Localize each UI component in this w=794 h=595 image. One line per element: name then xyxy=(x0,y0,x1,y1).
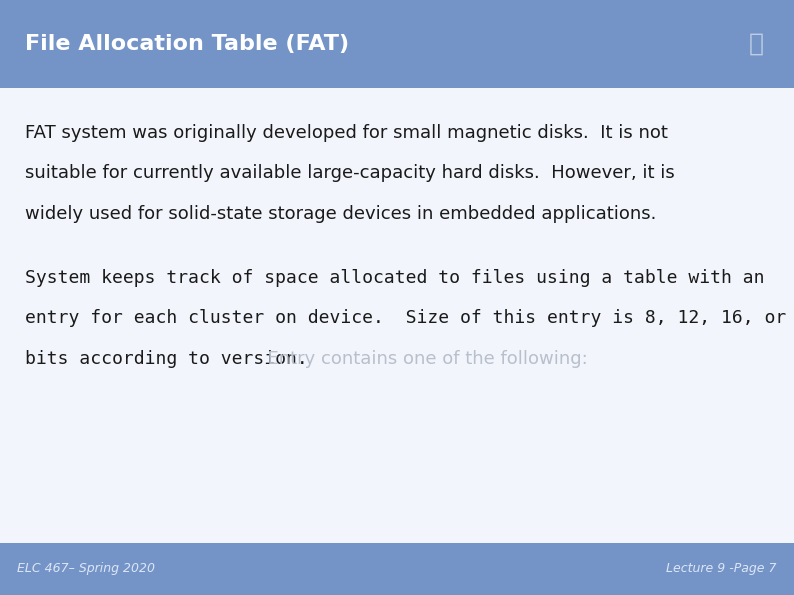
FancyBboxPatch shape xyxy=(0,543,794,595)
Text: entry for each cluster on device.  Size of this entry is 8, 12, 16, or 32: entry for each cluster on device. Size o… xyxy=(25,309,794,327)
FancyBboxPatch shape xyxy=(0,0,794,88)
Text: Entry contains one of the following:: Entry contains one of the following: xyxy=(256,350,588,368)
Text: 🔈: 🔈 xyxy=(749,32,763,56)
Text: FAT system was originally developed for small magnetic disks.  It is not: FAT system was originally developed for … xyxy=(25,124,669,142)
Text: widely used for solid-state storage devices in embedded applications.: widely used for solid-state storage devi… xyxy=(25,205,657,223)
Text: File Allocation Table (FAT): File Allocation Table (FAT) xyxy=(25,34,349,54)
Text: suitable for currently available large-capacity hard disks.  However, it is: suitable for currently available large-c… xyxy=(25,164,675,182)
Text: System keeps track of space allocated to files using a table with an: System keeps track of space allocated to… xyxy=(25,269,765,287)
Text: bits according to version.: bits according to version. xyxy=(25,350,308,368)
Text: ELC 467– Spring 2020: ELC 467– Spring 2020 xyxy=(17,562,156,575)
Text: Lecture 9 -Page 7: Lecture 9 -Page 7 xyxy=(666,562,777,575)
